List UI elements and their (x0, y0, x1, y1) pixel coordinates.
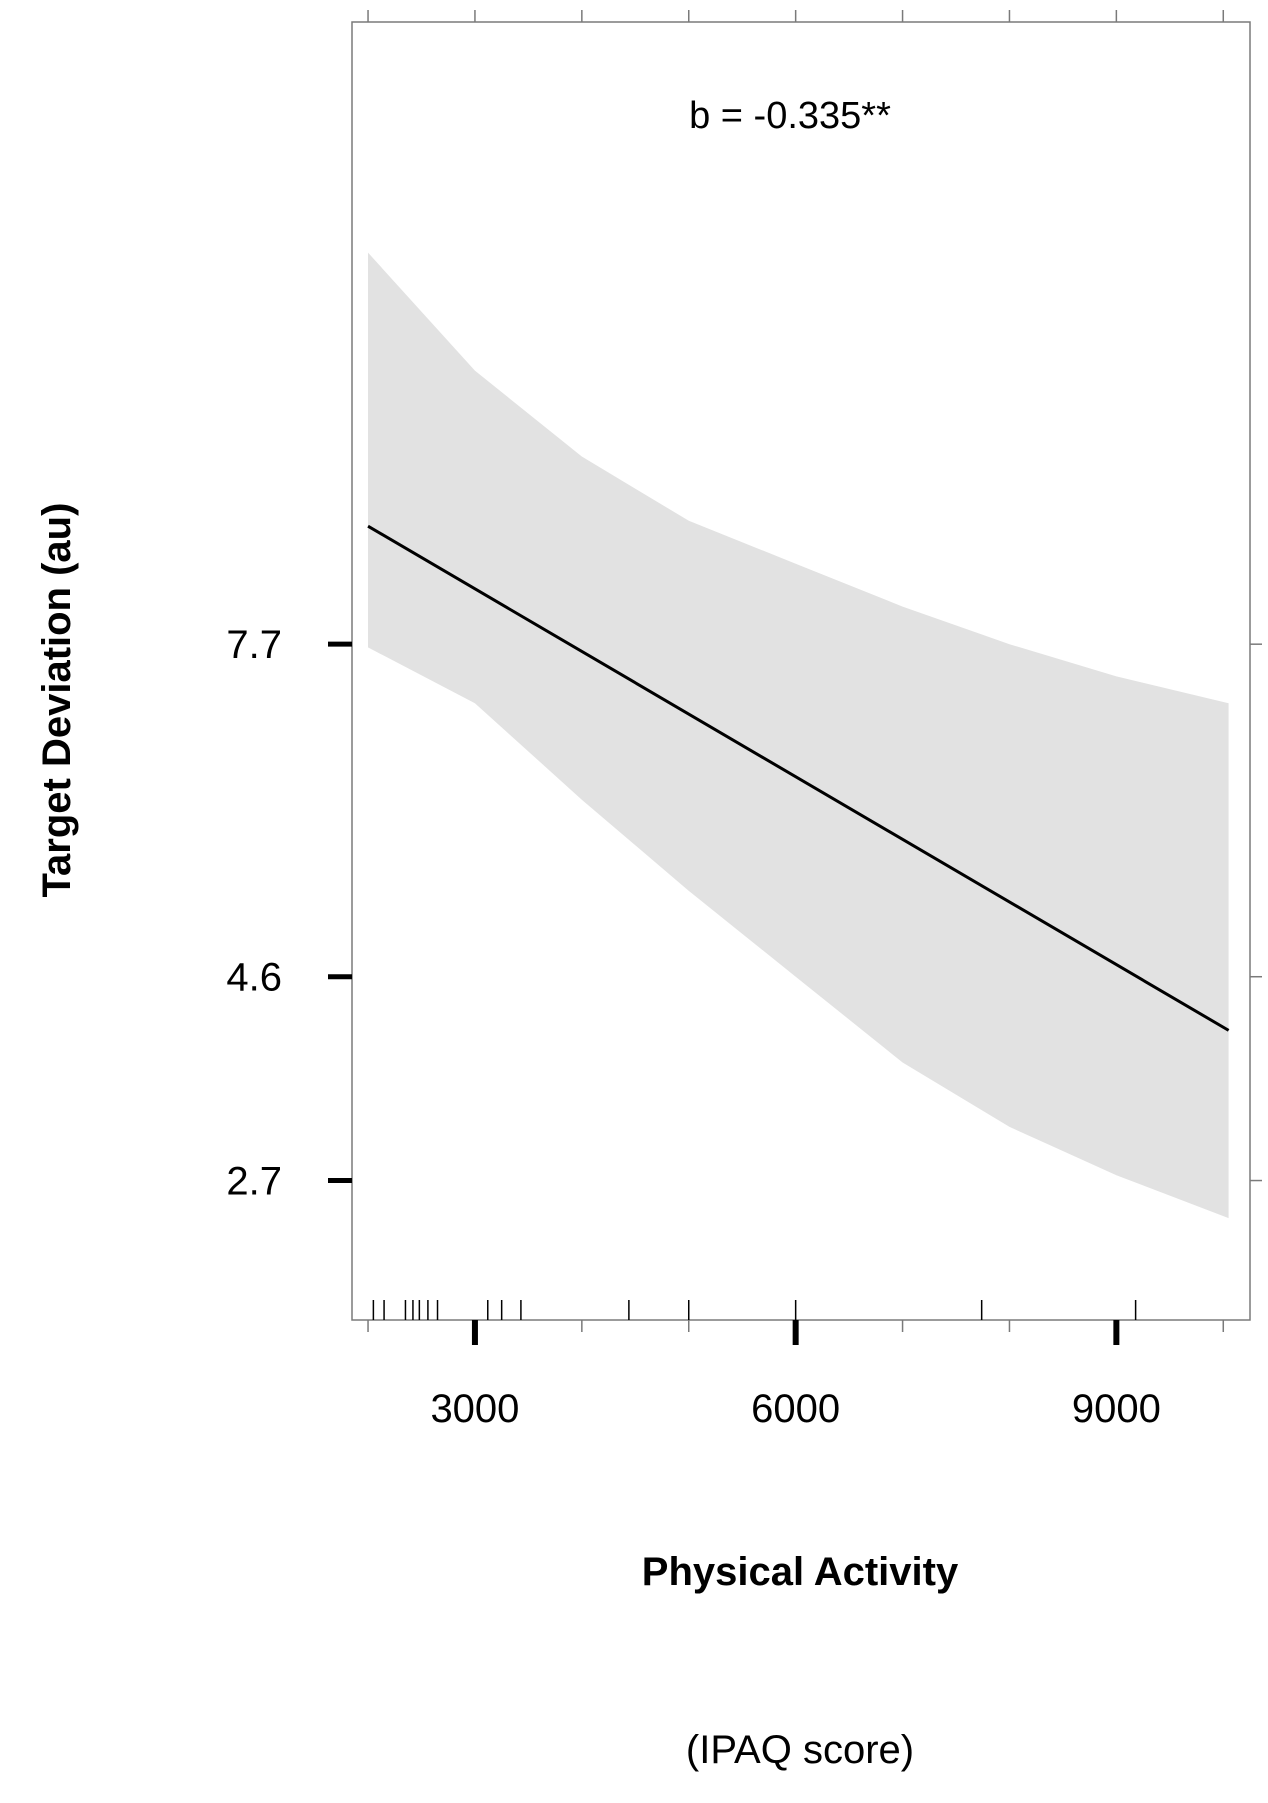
x-axis-unit-label: (IPAQ score) (686, 1728, 914, 1772)
y-tick-label: 4.6 (226, 956, 282, 1000)
coefficient-annotation: b = -0.335** (689, 95, 891, 137)
x-tick-label: 6000 (751, 1387, 840, 1431)
x-tick-label: 3000 (430, 1387, 519, 1431)
regression-line (367, 524, 1230, 1032)
y-tick-label: 7.7 (226, 623, 282, 667)
x-tick-label: 9000 (1072, 1387, 1161, 1431)
x-axis-title: Physical Activity (642, 1550, 959, 1594)
confidence-band (368, 252, 1229, 1219)
plot-frame (351, 21, 1251, 1321)
y-axis-title: Target Deviation (au) (35, 503, 79, 898)
y-tick-label: 2.7 (226, 1160, 282, 1204)
